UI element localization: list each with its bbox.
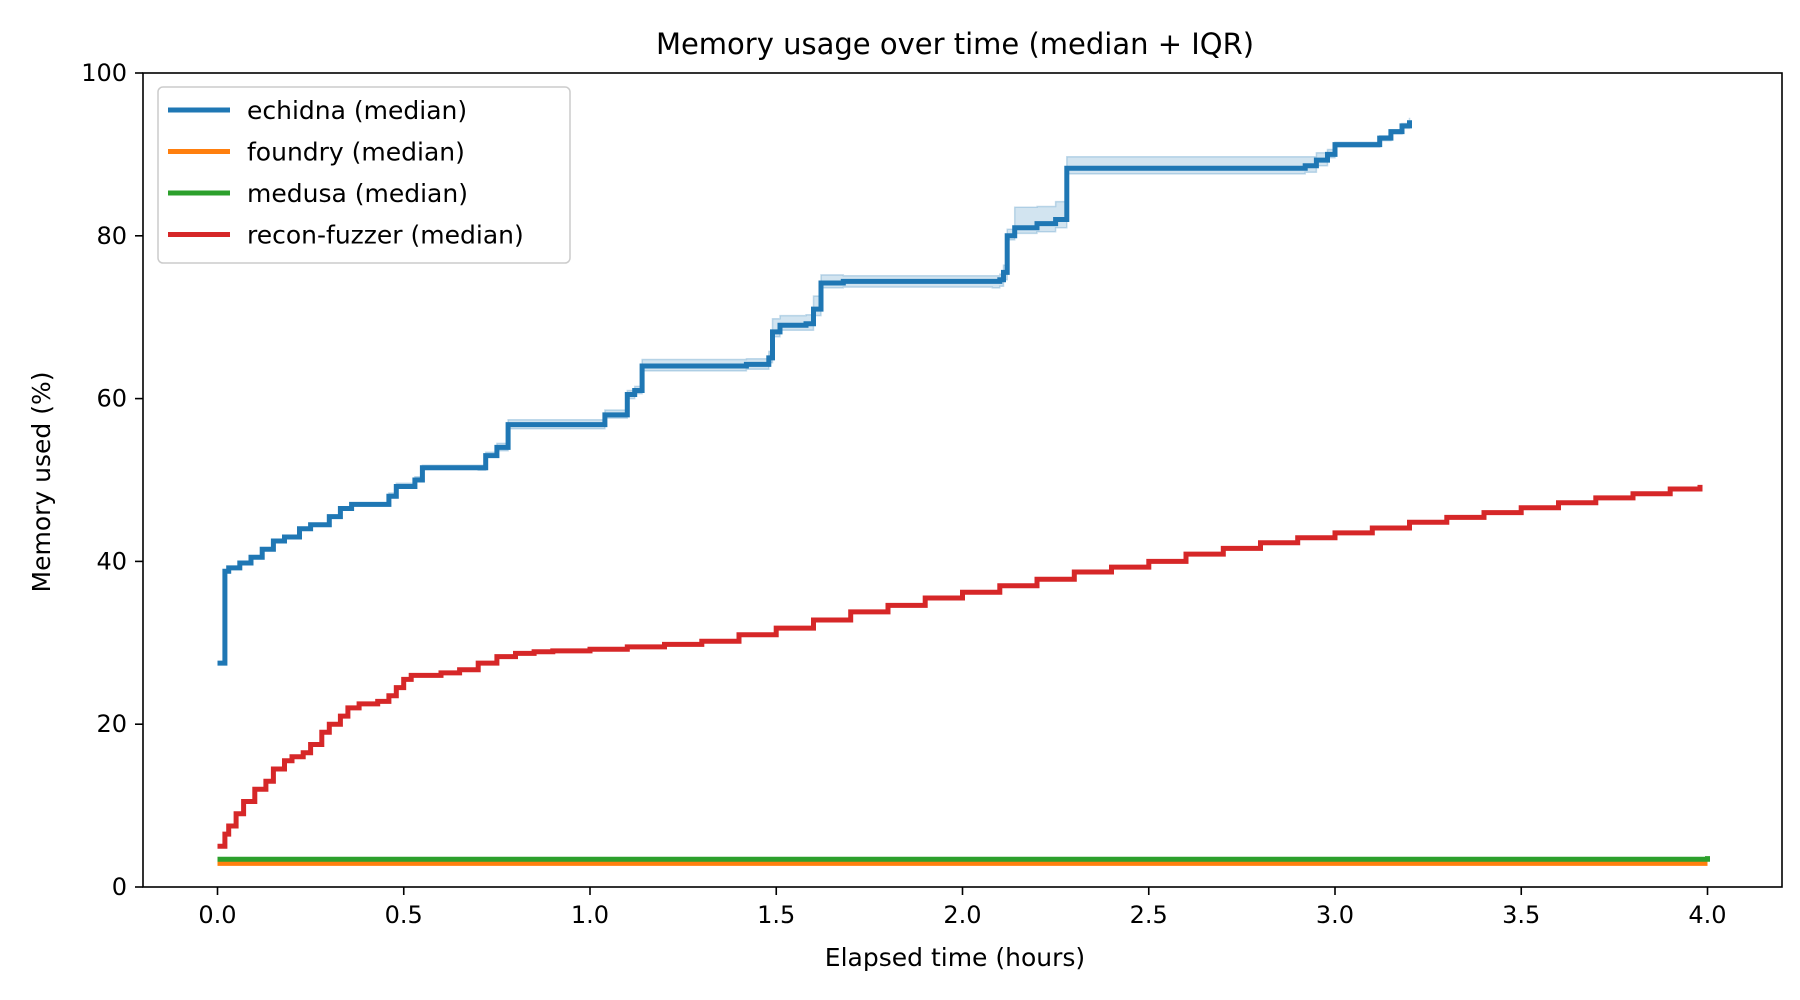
legend-label-recon-fuzzer: recon-fuzzer (median) [247,221,524,250]
legend: echidna (median) foundry (median) medusa (… [157,86,571,264]
x-tick-label: 2.0 [943,901,981,929]
x-tick-label: 1.5 [757,901,795,929]
y-tick-label: 20 [96,710,127,738]
x-tick-label: 1.0 [571,901,609,929]
y-tick-label: 80 [96,222,127,250]
medusa-median-line [217,856,1710,862]
legend-box [157,86,571,264]
x-tick-label: 0.5 [385,901,423,929]
plot-area [142,72,1783,888]
y-tick-label: 40 [96,547,127,575]
y-tick-label: 60 [96,385,127,413]
x-axis-label: Elapsed time (hours) [825,943,1085,972]
chart-title: Memory usage over time (median + IQR) [656,27,1254,61]
legend-label-foundry: foundry (median) [247,138,465,167]
x-tick-label: 3.5 [1502,901,1540,929]
x-tick-label: 4.0 [1688,901,1726,929]
y-tick-label: 100 [81,59,127,87]
x-tick-label: 3.0 [1316,901,1354,929]
y-axis-label: Memory used (%) [27,372,56,593]
x-axis: 0.0 0.5 1.0 1.5 2.0 2.5 3.0 3.5 4.0 [198,887,1727,929]
echidna-median-line [217,120,1412,666]
legend-label-echidna: echidna (median) [247,96,467,125]
recon-fuzzer-median-line [217,484,1703,849]
x-tick-label: 2.5 [1130,901,1168,929]
y-axis: 0 20 40 60 80 100 [81,59,143,901]
y-tick-label: 0 [112,873,127,901]
x-tick-label: 0.0 [198,901,236,929]
legend-label-medusa: medusa (median) [247,179,468,208]
